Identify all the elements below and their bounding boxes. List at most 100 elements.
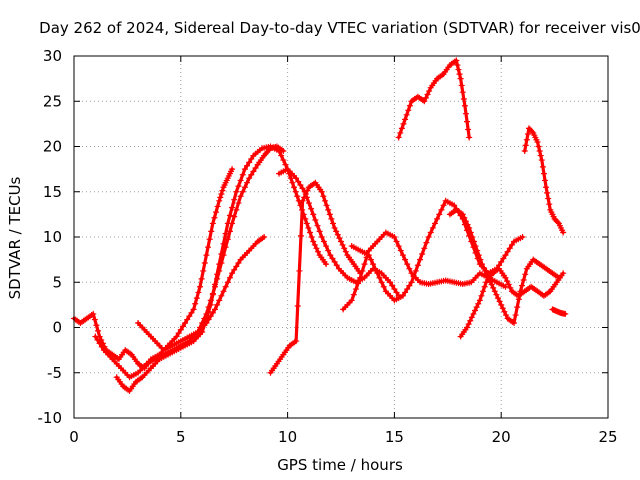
data-point <box>514 304 521 311</box>
data-point <box>248 155 255 162</box>
data-point <box>399 252 406 259</box>
data-point <box>523 136 530 143</box>
data-point <box>320 193 327 200</box>
data-point <box>414 262 421 269</box>
data-point <box>209 291 216 298</box>
data-point <box>511 319 518 326</box>
data-point <box>175 330 182 337</box>
data-point <box>206 236 213 243</box>
data-point <box>482 267 489 274</box>
data-point <box>352 286 359 293</box>
data-point <box>408 279 415 286</box>
data-point <box>190 306 197 313</box>
data-point <box>193 295 200 302</box>
data-point <box>334 231 341 238</box>
data-point <box>440 202 447 209</box>
data-point <box>278 152 285 159</box>
data-point <box>434 215 441 222</box>
y-tick-label: 15 <box>43 183 62 201</box>
data-point <box>370 261 377 268</box>
data-point <box>198 275 205 282</box>
data-point <box>391 286 398 293</box>
data-point <box>250 168 257 175</box>
data-point <box>293 338 300 345</box>
data-point <box>336 235 343 242</box>
data-point <box>348 297 355 304</box>
data-point <box>453 57 460 64</box>
data-point <box>222 283 229 290</box>
data-point <box>426 88 433 95</box>
data-point <box>241 166 248 173</box>
data-point <box>294 303 301 310</box>
series-track-4 <box>135 234 268 354</box>
data-point <box>451 202 458 209</box>
data-point <box>276 148 283 155</box>
data-point <box>201 260 208 267</box>
data-point <box>504 248 511 255</box>
data-point <box>417 256 424 263</box>
data-point <box>481 283 488 290</box>
data-point <box>296 267 303 274</box>
data-point <box>307 229 314 236</box>
data-point <box>459 89 466 96</box>
data-point <box>502 283 509 290</box>
data-point <box>493 291 500 298</box>
data-point <box>331 224 338 231</box>
series-track-7 <box>340 229 509 313</box>
data-point <box>192 300 199 307</box>
data-point <box>239 171 246 178</box>
data-point <box>467 229 474 236</box>
data-point <box>216 297 223 304</box>
data-point <box>475 252 482 259</box>
data-point <box>179 323 186 330</box>
data-point <box>461 214 468 221</box>
data-point <box>207 301 214 308</box>
data-point <box>431 220 438 227</box>
data-point <box>398 125 405 132</box>
data-point <box>412 267 419 274</box>
data-point <box>400 120 407 127</box>
data-point <box>367 256 374 263</box>
data-point <box>467 317 474 324</box>
data-point <box>476 297 483 304</box>
data-point <box>311 241 318 248</box>
data-point <box>289 179 296 186</box>
data-point <box>293 175 300 182</box>
data-point <box>218 250 225 257</box>
series-track-11 <box>457 265 567 340</box>
data-point <box>501 308 508 315</box>
data-point <box>472 307 479 314</box>
data-point <box>506 245 513 252</box>
data-point <box>406 282 413 289</box>
data-point <box>252 164 259 171</box>
data-point <box>475 300 482 307</box>
data-point <box>235 200 242 207</box>
plot-frame <box>73 55 609 419</box>
data-point <box>365 252 372 259</box>
data-point <box>424 91 431 98</box>
data-point <box>545 195 552 202</box>
data-point <box>406 265 413 272</box>
data-point <box>466 134 473 141</box>
data-point <box>544 189 551 196</box>
data-point <box>207 313 214 320</box>
data-point <box>505 281 512 288</box>
y-tick-label: 30 <box>43 47 62 65</box>
data-point <box>327 252 334 259</box>
data-point <box>211 281 218 288</box>
data-point <box>512 312 519 319</box>
x-tick-label: 5 <box>176 428 186 446</box>
data-point <box>205 244 212 251</box>
x-tick-label: 20 <box>492 428 511 446</box>
data-point <box>469 234 476 240</box>
data-point <box>380 283 387 290</box>
data-point <box>292 188 299 195</box>
data-point <box>546 201 553 208</box>
data-point <box>457 75 464 82</box>
data-point <box>402 289 409 296</box>
data-point <box>560 229 567 236</box>
data-point <box>214 271 221 278</box>
y-tick-label: -10 <box>38 409 63 427</box>
data-point <box>209 220 216 227</box>
y-tick-label: 10 <box>43 228 62 246</box>
